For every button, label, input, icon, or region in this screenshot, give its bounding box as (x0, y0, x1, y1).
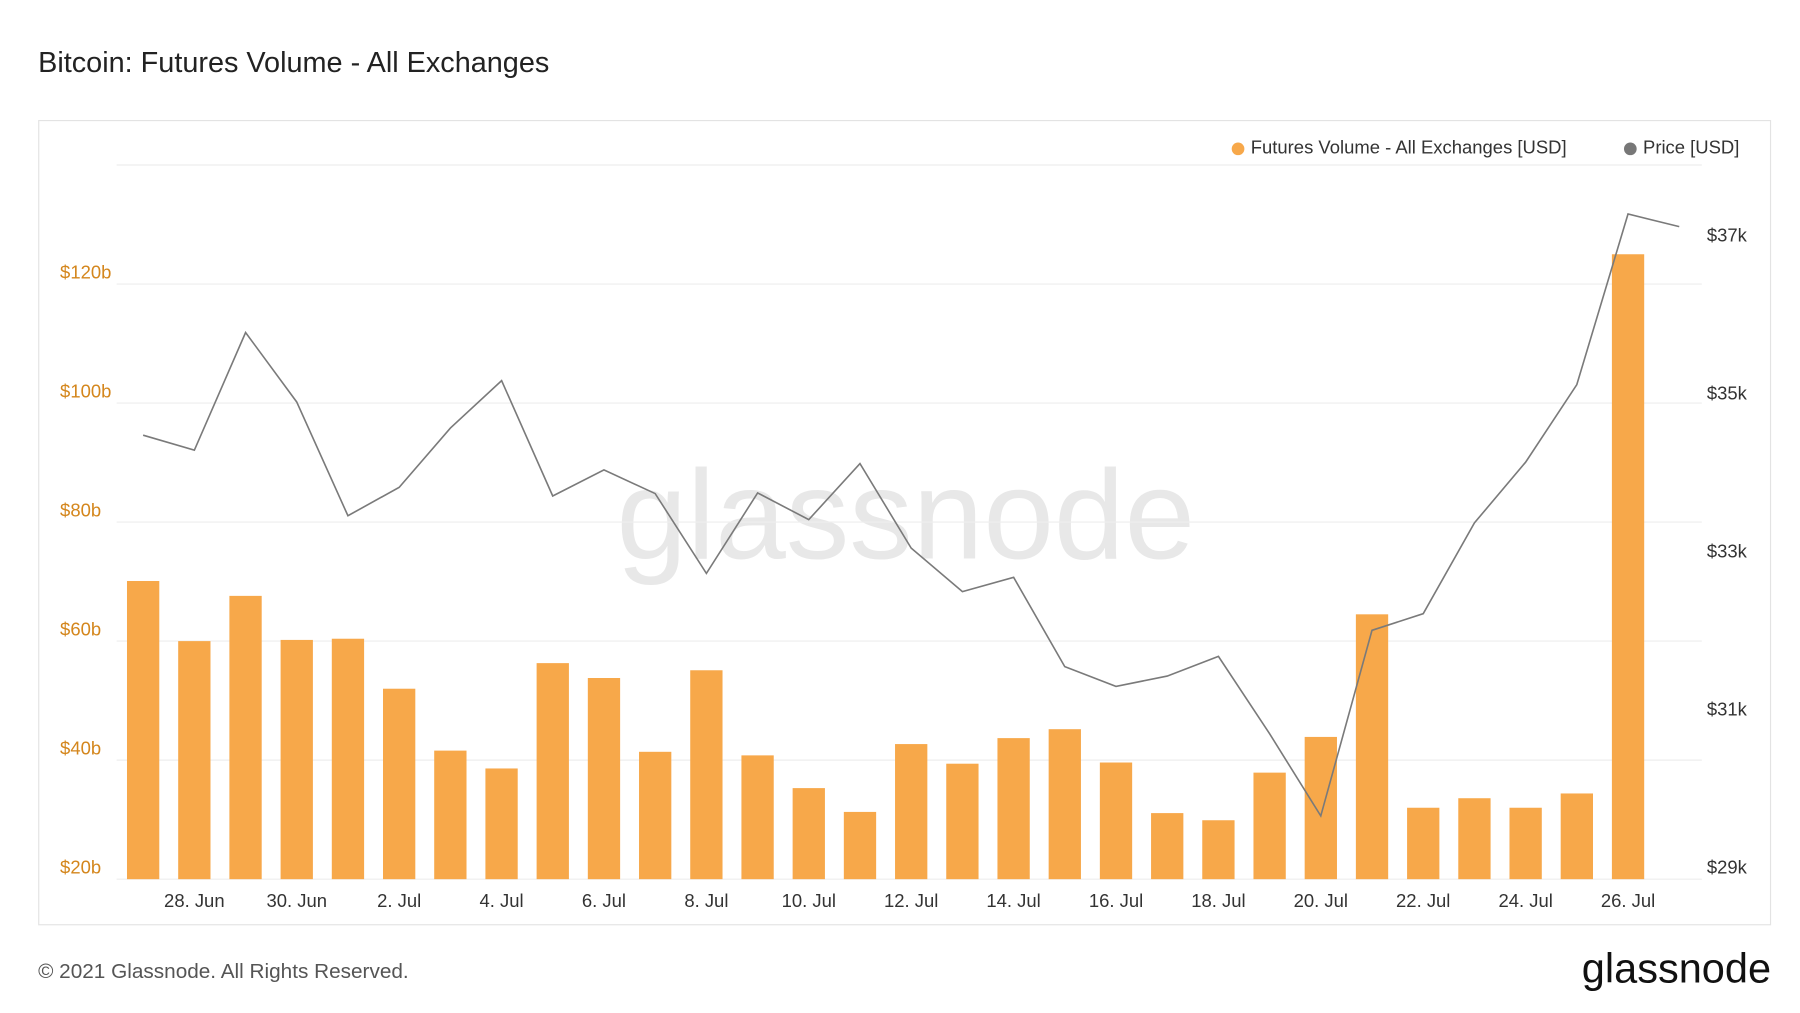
x-tick-label: 16. Jul (1089, 890, 1143, 911)
x-tick-label: 14. Jul (986, 890, 1040, 911)
x-tick-label: 10. Jul (782, 890, 836, 911)
bar (1099, 762, 1133, 880)
bar (536, 663, 569, 880)
plot-frame (38, 119, 1772, 926)
bar (690, 670, 723, 880)
bar (1253, 772, 1286, 880)
y2-tick-label: $33k (1707, 541, 1748, 562)
bar (639, 751, 672, 880)
y-tick-label: $20b (60, 857, 101, 878)
x-tick-label: 26. Jul (1601, 890, 1655, 911)
bar (1048, 729, 1081, 880)
y-tick-label: $120b (60, 262, 111, 283)
x-tick-label: 8. Jul (684, 890, 728, 911)
y2-tick-label: $29k (1707, 857, 1748, 878)
bar (126, 580, 160, 880)
bar (1458, 798, 1491, 880)
footer: © 2021 Glassnode. All Rights Reserved. (38, 960, 409, 983)
bar (741, 755, 774, 880)
x-tick-label: 18. Jul (1191, 890, 1245, 911)
logo: glassnode (1582, 944, 1771, 991)
x-tick-label: 2. Jul (377, 890, 421, 911)
bar (1509, 807, 1542, 880)
bar (229, 595, 262, 880)
legend-label: Futures Volume - All Exchanges [USD] (1251, 137, 1567, 158)
y-tick-label: $100b (60, 381, 111, 402)
bar (485, 768, 518, 880)
bar (895, 744, 928, 880)
y-tick-label: $60b (60, 619, 101, 640)
bar (946, 763, 979, 880)
x-tick-label: 28. Jun (164, 890, 225, 911)
bar (1304, 736, 1337, 880)
y2-tick-label: $37k (1707, 225, 1748, 246)
bar (587, 678, 621, 880)
legend-marker (1623, 142, 1637, 156)
x-tick-label: 24. Jul (1498, 890, 1552, 911)
bar (331, 638, 365, 880)
y-tick-label: $40b (60, 738, 101, 759)
x-tick-label: 4. Jul (480, 890, 524, 911)
bar (1560, 793, 1593, 880)
price-line (142, 213, 1680, 818)
bar (1151, 813, 1184, 880)
watermark: glassnode (616, 443, 1195, 585)
x-tick-label: 30. Jun (266, 890, 327, 911)
x-tick-label: 20. Jul (1294, 890, 1348, 911)
chart-title: Bitcoin: Futures Volume - All Exchanges (38, 47, 549, 79)
y2-tick-label: $35k (1707, 383, 1748, 404)
y2-tick-label: $31k (1707, 699, 1748, 720)
x-tick-label: 12. Jul (884, 890, 938, 911)
bar (1407, 807, 1440, 880)
x-tick-label: 22. Jul (1396, 890, 1450, 911)
bar (178, 641, 211, 880)
bar (434, 750, 467, 880)
bar (1611, 254, 1645, 880)
bar (843, 811, 877, 880)
y-tick-label: $80b (60, 500, 101, 521)
legend-marker (1231, 142, 1245, 156)
x-tick-label: 6. Jul (582, 890, 626, 911)
legend-label: Price [USD] (1643, 137, 1739, 158)
bar (1355, 614, 1389, 880)
bar (383, 688, 416, 880)
bar (997, 738, 1030, 880)
bar (280, 639, 313, 880)
bar (792, 788, 825, 880)
bar (1202, 820, 1235, 880)
